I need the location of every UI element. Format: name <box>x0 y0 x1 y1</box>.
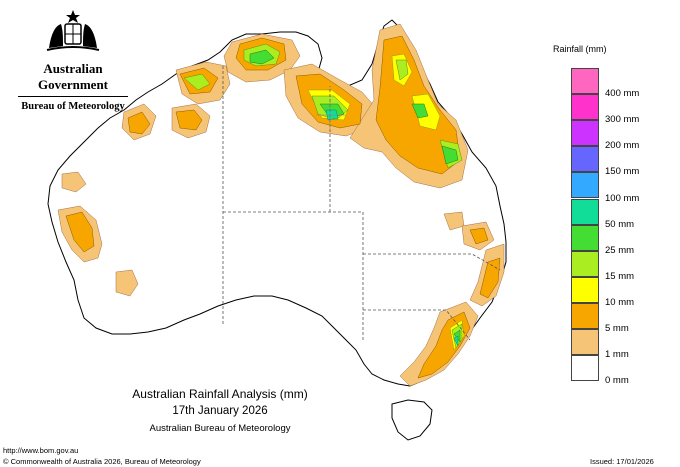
legend-label: 15 mm <box>605 270 635 282</box>
legend-swatch <box>571 224 599 251</box>
legend-swatch <box>571 276 599 303</box>
legend-swatch <box>571 250 599 277</box>
legend-swatch <box>571 172 599 199</box>
legend-swatch <box>571 68 599 94</box>
agency-name: Bureau of Meteorology <box>21 101 125 112</box>
legend-swatch <box>571 120 599 147</box>
legend-label: 300 mm <box>605 114 640 126</box>
legend-swatch <box>571 329 599 355</box>
legend-label: 1 mm <box>605 349 629 361</box>
footer-url[interactable]: http://www.bom.gov.au <box>3 446 79 455</box>
legend-label: 400 mm <box>605 88 640 100</box>
legend-label: 50 mm <box>605 218 635 230</box>
government-logo: Australian Government Bureau of Meteorol… <box>8 8 138 112</box>
graticule <box>316 100 346 130</box>
rain-25mm <box>249 49 461 343</box>
legend-label: 25 mm <box>605 244 635 256</box>
legend-swatch <box>571 94 599 121</box>
legend-label: 150 mm <box>605 166 640 178</box>
map-date: 17th January 2026 <box>172 405 268 417</box>
tasmania-outline <box>391 399 433 441</box>
coat-of-arms-icon <box>46 10 100 51</box>
legend-label: 200 mm <box>605 140 640 152</box>
logo-divider <box>18 96 128 97</box>
legend-swatch <box>571 302 599 329</box>
legend-label: 0 mm <box>605 375 629 387</box>
government-name: Australian Government <box>37 61 109 92</box>
legend-swatch <box>571 146 599 173</box>
legend-swatch <box>571 355 599 382</box>
legend-title: Rainfall (mm) <box>553 44 607 54</box>
legend-label: 5 mm <box>605 323 629 334</box>
legend-label: 10 mm <box>605 296 635 308</box>
legend-label: 100 mm <box>605 192 640 204</box>
footer-issued: Issued: 17/01/2026 <box>590 457 654 466</box>
footer-copyright: © Commonwealth of Australia 2026, Bureau… <box>3 457 201 466</box>
map-source: Australian Bureau of Meteorology <box>149 423 291 434</box>
map-title: Australian Rainfall Analysis (mm) <box>132 387 308 401</box>
legend-swatch <box>571 198 599 225</box>
